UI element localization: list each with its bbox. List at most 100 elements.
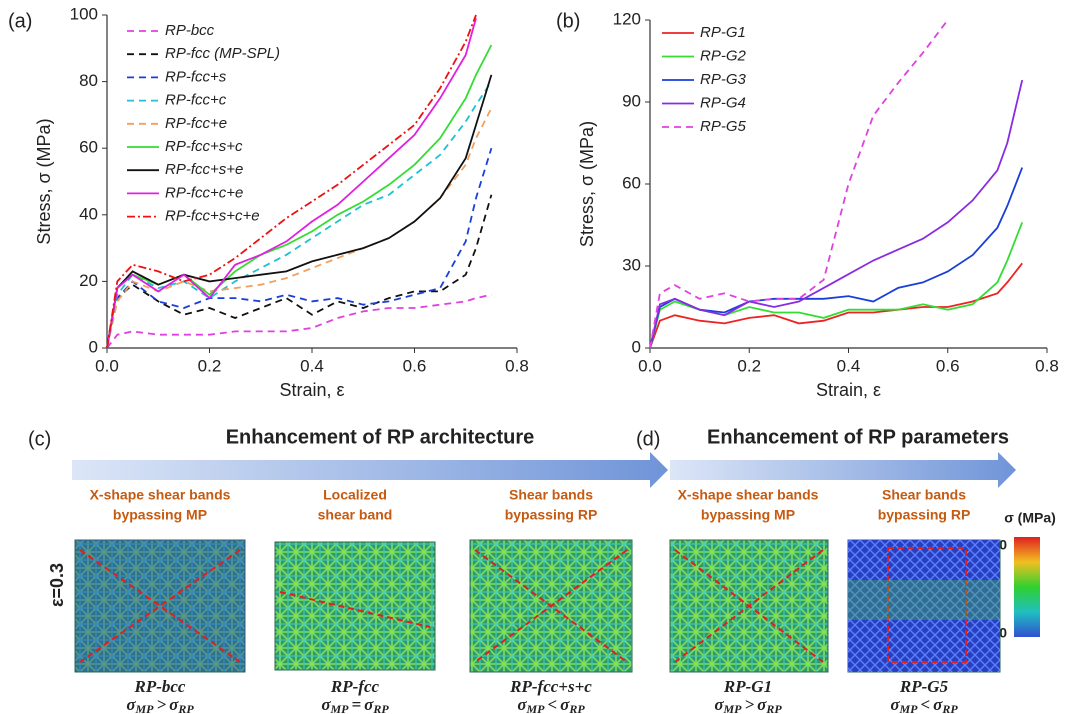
y-axis-title: Stress, σ (MPa) [34,118,54,244]
case-note: bypassing RP [505,507,598,523]
stress-tint [75,540,245,672]
formula-part: σ [757,695,767,714]
bottom-panels: (c) Enhancement of RP architecture (d) E… [28,426,1056,640]
colorbar-min: 0 [999,625,1007,641]
legend-label: RP-G5 [700,118,747,135]
series-line [106,14,477,349]
x-tick-label: 0.0 [638,356,662,375]
legend-label: RP-fcc+s [165,68,227,85]
formula-part: RP [568,702,585,714]
case-formula: σMP > σRP [126,695,194,714]
y-tick-label: 60 [79,138,98,157]
y-tick-label: 100 [70,4,98,23]
legend-label: RP-G1 [700,24,746,41]
formula-part: σ [933,695,943,714]
formula-part: MP [722,702,742,714]
x-tick-label: 0.6 [403,356,427,375]
formula-part: RP [372,702,389,714]
x-tick-label: 0.6 [936,356,960,375]
band-region [848,580,1000,620]
formula-part: σ [890,695,900,714]
legend-label: RP-fcc+s+c [165,138,243,155]
x-tick-label: 0.8 [505,356,529,375]
case-formula: σMP > σRP [714,695,782,714]
formula-part: σ [126,695,136,714]
series-line [649,221,1024,349]
series-line [106,147,493,349]
lattice-image [74,539,246,673]
shear-band [474,549,628,663]
x-tick-label: 0.0 [95,356,119,375]
legend-label: RP-G3 [700,71,747,88]
lattice-image [274,541,436,671]
case-formula: σMP = σRP [321,695,389,714]
x-axis-title: Strain, ε [279,380,344,400]
case-note: X-shape shear bands [90,487,231,503]
legend-label: RP-fcc (MP-SPL) [165,45,280,62]
formula-part: σ [321,695,331,714]
panel-label: (b) [556,10,580,32]
shear-band [279,591,431,628]
panel-label: (d) [636,428,660,450]
formula-part: MP [329,702,349,714]
formula-part: MP [898,702,918,714]
formula-part: σ [517,695,527,714]
formula-part: σ [560,695,570,714]
panel-title: Enhancement of RP parameters [707,426,1009,448]
stress-tint [848,540,1000,672]
case-note: Shear bands [882,487,966,503]
shear-band [79,549,241,663]
colorbar [1014,537,1040,637]
y-tick-label: 20 [79,271,98,290]
colorbar-title: σ (MPa) [1004,510,1056,526]
case-name: RP-G5 [899,677,949,696]
legend-label: RP-bcc [165,22,215,39]
legend-label: RP-G4 [700,94,746,111]
y-tick-label: 0 [632,337,641,356]
shear-band [674,549,824,663]
x-tick-label: 0.4 [300,356,324,375]
legend-label: RP-fcc+c [165,92,227,109]
legend-label: RP-G2 [700,47,747,64]
legend-label: RP-fcc+c+e [165,184,243,201]
case-formula: σMP < σRP [517,695,585,714]
case-note: shear band [318,507,393,523]
x-tick-label: 0.8 [1035,356,1059,375]
case-note: bypassing MP [701,507,795,523]
formula-part: RP [177,702,194,714]
y-tick-label: 60 [622,173,641,192]
panel-title: Enhancement of RP architecture [226,426,535,448]
y-tick-label: 30 [622,255,641,274]
case-formula: σMP < σRP [890,695,958,714]
series-line [106,74,493,349]
formula-part: σ [714,695,724,714]
case-name: RP-bcc [134,677,186,696]
case-note: bypassing MP [113,507,207,523]
arrow [72,452,668,488]
y-tick-label: 90 [622,91,641,110]
series-line [106,81,493,349]
formula-part: RP [941,702,958,714]
legend-label: RP-fcc+s+c+e [165,208,260,225]
y-tick-label: 40 [79,204,98,223]
formula-part: < [547,695,557,714]
y-tick-label: 0 [89,337,98,356]
panel-label: (c) [28,428,51,450]
formula-part: σ [364,695,374,714]
y-tick-label: 80 [79,71,98,90]
x-tick-label: 0.2 [198,356,222,375]
formula-part: < [920,695,930,714]
y-tick-label: 120 [613,9,641,28]
legend-label: RP-fcc+s+e [165,161,243,178]
formula-part: = [351,695,361,714]
case-note: Shear bands [509,487,593,503]
case-name: RP-fcc [330,677,380,696]
band-region [887,547,967,663]
formula-part: > [744,695,754,714]
panel-label: (a) [8,10,32,32]
arrow [670,452,1016,488]
formula-part: σ [169,695,179,714]
formula-part: MP [134,702,154,714]
formula-part: MP [525,702,545,714]
